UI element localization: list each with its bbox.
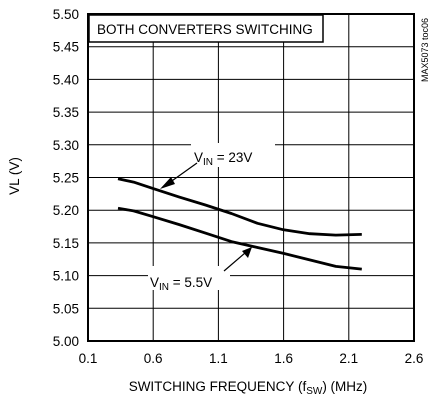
y-tick-label: 5.40 [53, 72, 79, 87]
series-arrow-line-1 [168, 162, 198, 184]
y-tick-label: 5.45 [53, 40, 79, 55]
grid-lines [87, 13, 415, 342]
y-tick-labels: 5.00 5.05 5.10 5.15 5.20 5.25 5.30 5.35 5.40 5.45… [53, 7, 79, 349]
series-label-bg-2 [148, 266, 230, 290]
x-tick-label: 2.6 [405, 351, 424, 366]
side-id: MAX5073 toc06 [420, 18, 430, 82]
inset-text: BOTH CONVERTERS SWITCHING [97, 22, 313, 37]
x-tick-labels: 0.1 0.6 1.1 1.6 2.1 2.6 [79, 351, 424, 366]
y-axis-label: VL (V) [7, 157, 22, 195]
y-tick-label: 5.50 [53, 7, 79, 22]
y-tick-label: 5.10 [53, 269, 79, 284]
x-tick-label: 2.1 [339, 351, 358, 366]
y-tick-label: 5.35 [53, 105, 79, 120]
series-label-2: VIN = 5.5V [150, 275, 212, 293]
series-arrowhead-1 [160, 177, 175, 189]
x-tick-label: 0.1 [79, 351, 98, 366]
series-label-bg-1 [191, 143, 275, 167]
series-arrow-line-2 [223, 252, 246, 272]
y-tick-label: 5.00 [53, 334, 79, 349]
y-tick-label: 5.15 [53, 236, 79, 251]
series-lines [117, 177, 362, 271]
x-axis-label: SWITCHING FREQUENCY (fSW) (MHz) [129, 379, 368, 397]
series-line-1 [117, 177, 362, 237]
x-tick-label: 1.6 [274, 351, 293, 366]
plot-frame [87, 13, 415, 342]
x-tick-label: 1.1 [209, 351, 228, 366]
x-tick-label: 0.6 [144, 351, 163, 366]
inset-box [88, 14, 324, 43]
y-tick-label: 5.30 [53, 138, 79, 153]
series-line-2 [117, 206, 362, 271]
y-tick-label: 5.05 [53, 301, 79, 316]
y-tick-label: 5.20 [53, 203, 79, 218]
y-tick-label: 5.25 [53, 171, 79, 186]
series-arrowhead-2 [242, 247, 252, 258]
series-label-1: VIN = 23V [194, 150, 252, 168]
